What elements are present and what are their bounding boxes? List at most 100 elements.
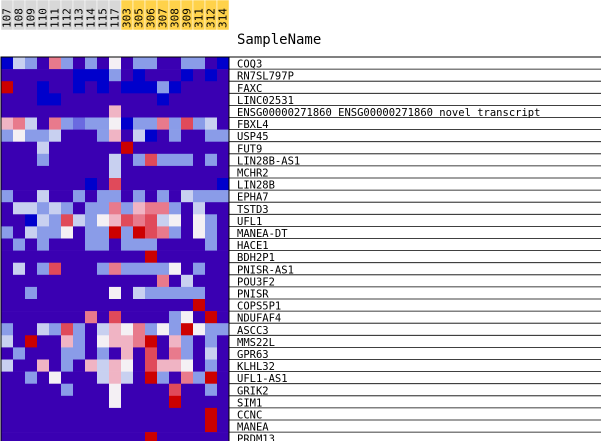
heatmap-cell [217,238,229,251]
heatmap-cell [25,299,37,312]
heatmap-cell [13,117,25,130]
heatmap-cell [145,371,157,384]
heatmap-cell [97,420,109,433]
heatmap-cell [145,407,157,421]
row-label: LIN28B [237,180,275,192]
heatmap-cell [217,93,229,106]
heatmap-cell [157,165,169,179]
heatmap-cell [61,190,73,203]
heatmap-cell [97,286,109,300]
heatmap-cell [1,105,13,118]
heatmap-cell [97,57,109,70]
heatmap-cell [121,383,133,397]
heatmap-cell [61,274,73,288]
heatmap-cell [85,262,97,276]
heatmap-cell [1,165,13,179]
heatmap-cell [157,93,169,106]
heatmap-cell [157,432,169,441]
heatmap-cell [217,105,229,118]
heatmap-cell [133,105,145,118]
heatmap-cell [49,383,61,397]
heatmap-cell [133,117,145,130]
heatmap-cell [205,323,217,336]
heatmap-cell [145,190,157,203]
heatmap-cell [13,262,25,276]
heatmap-cell [193,81,205,94]
heatmap-cell [157,359,169,372]
heatmap-cell [85,395,97,409]
heatmap-cell [217,262,229,276]
heatmap-cell [121,93,133,106]
heatmap-cell [121,105,133,118]
heatmap-cell [97,226,109,239]
heatmap-cell [181,407,193,421]
heatmap-cell [109,214,121,227]
heatmap-cell [25,81,37,94]
heatmap-cell [133,129,145,142]
column-label: 312 [205,8,218,28]
heatmap-cell [1,420,13,433]
heatmap-cell [49,335,61,348]
heatmap-cell [109,335,121,348]
heatmap-cell [157,383,169,397]
heatmap-cell [109,238,121,251]
heatmap-cell [37,432,49,441]
heatmap-cell [121,153,133,167]
heatmap-cell [49,323,61,336]
heatmap-cell [97,299,109,312]
heatmap-cell [37,274,49,288]
column-label: 114 [85,8,98,28]
heatmap-cell [13,359,25,372]
heatmap-cell [85,335,97,348]
heatmap-cell [133,371,145,384]
heatmap-cell [181,359,193,372]
heatmap-cell [169,286,181,300]
heatmap-cell [37,286,49,300]
heatmap-cell [133,165,145,179]
heatmap-cell [13,57,25,70]
heatmap-cell [145,359,157,372]
heatmap-cell [157,178,169,191]
heatmap-cell [13,383,25,397]
heatmap-cell [61,323,73,336]
heatmap-cell [49,141,61,155]
heatmap-cell [181,432,193,441]
heatmap-cell [205,274,217,288]
heatmap-cell [61,250,73,263]
heatmap-cell [157,129,169,142]
heatmap-cell [61,69,73,82]
heatmap-cell [73,202,85,215]
heatmap-cell [13,93,25,106]
heatmap-cell [109,250,121,263]
heatmap-cell [133,407,145,421]
heatmap-cell [37,81,49,94]
heatmap-cell [85,178,97,191]
heatmap-cell [217,383,229,397]
heatmap-cell [61,105,73,118]
heatmap-cell [133,299,145,312]
heatmap-cell [37,69,49,82]
heatmap-cell [205,286,217,300]
heatmap-cell [145,311,157,324]
heatmap-cell [1,178,13,191]
heatmap-cell [85,311,97,324]
heatmap-cell [205,69,217,82]
heatmap-cell [85,238,97,251]
heatmap-cell [97,178,109,191]
heatmap-cell [49,420,61,433]
heatmap-cell [217,420,229,433]
column-label: 111 [49,8,62,28]
row-label: TSTD3 [237,204,269,216]
heatmap-cell [169,93,181,106]
heatmap-cell [73,165,85,179]
heatmap-cell [145,299,157,312]
heatmap-cell [1,250,13,263]
heatmap-cell [133,335,145,348]
heatmap-cell [37,105,49,118]
heatmap-cell [73,311,85,324]
heatmap-cell [1,69,13,82]
heatmap-cell [13,250,25,263]
heatmap-cell [73,335,85,348]
heatmap-cell [85,286,97,300]
heatmap-cell [73,141,85,155]
